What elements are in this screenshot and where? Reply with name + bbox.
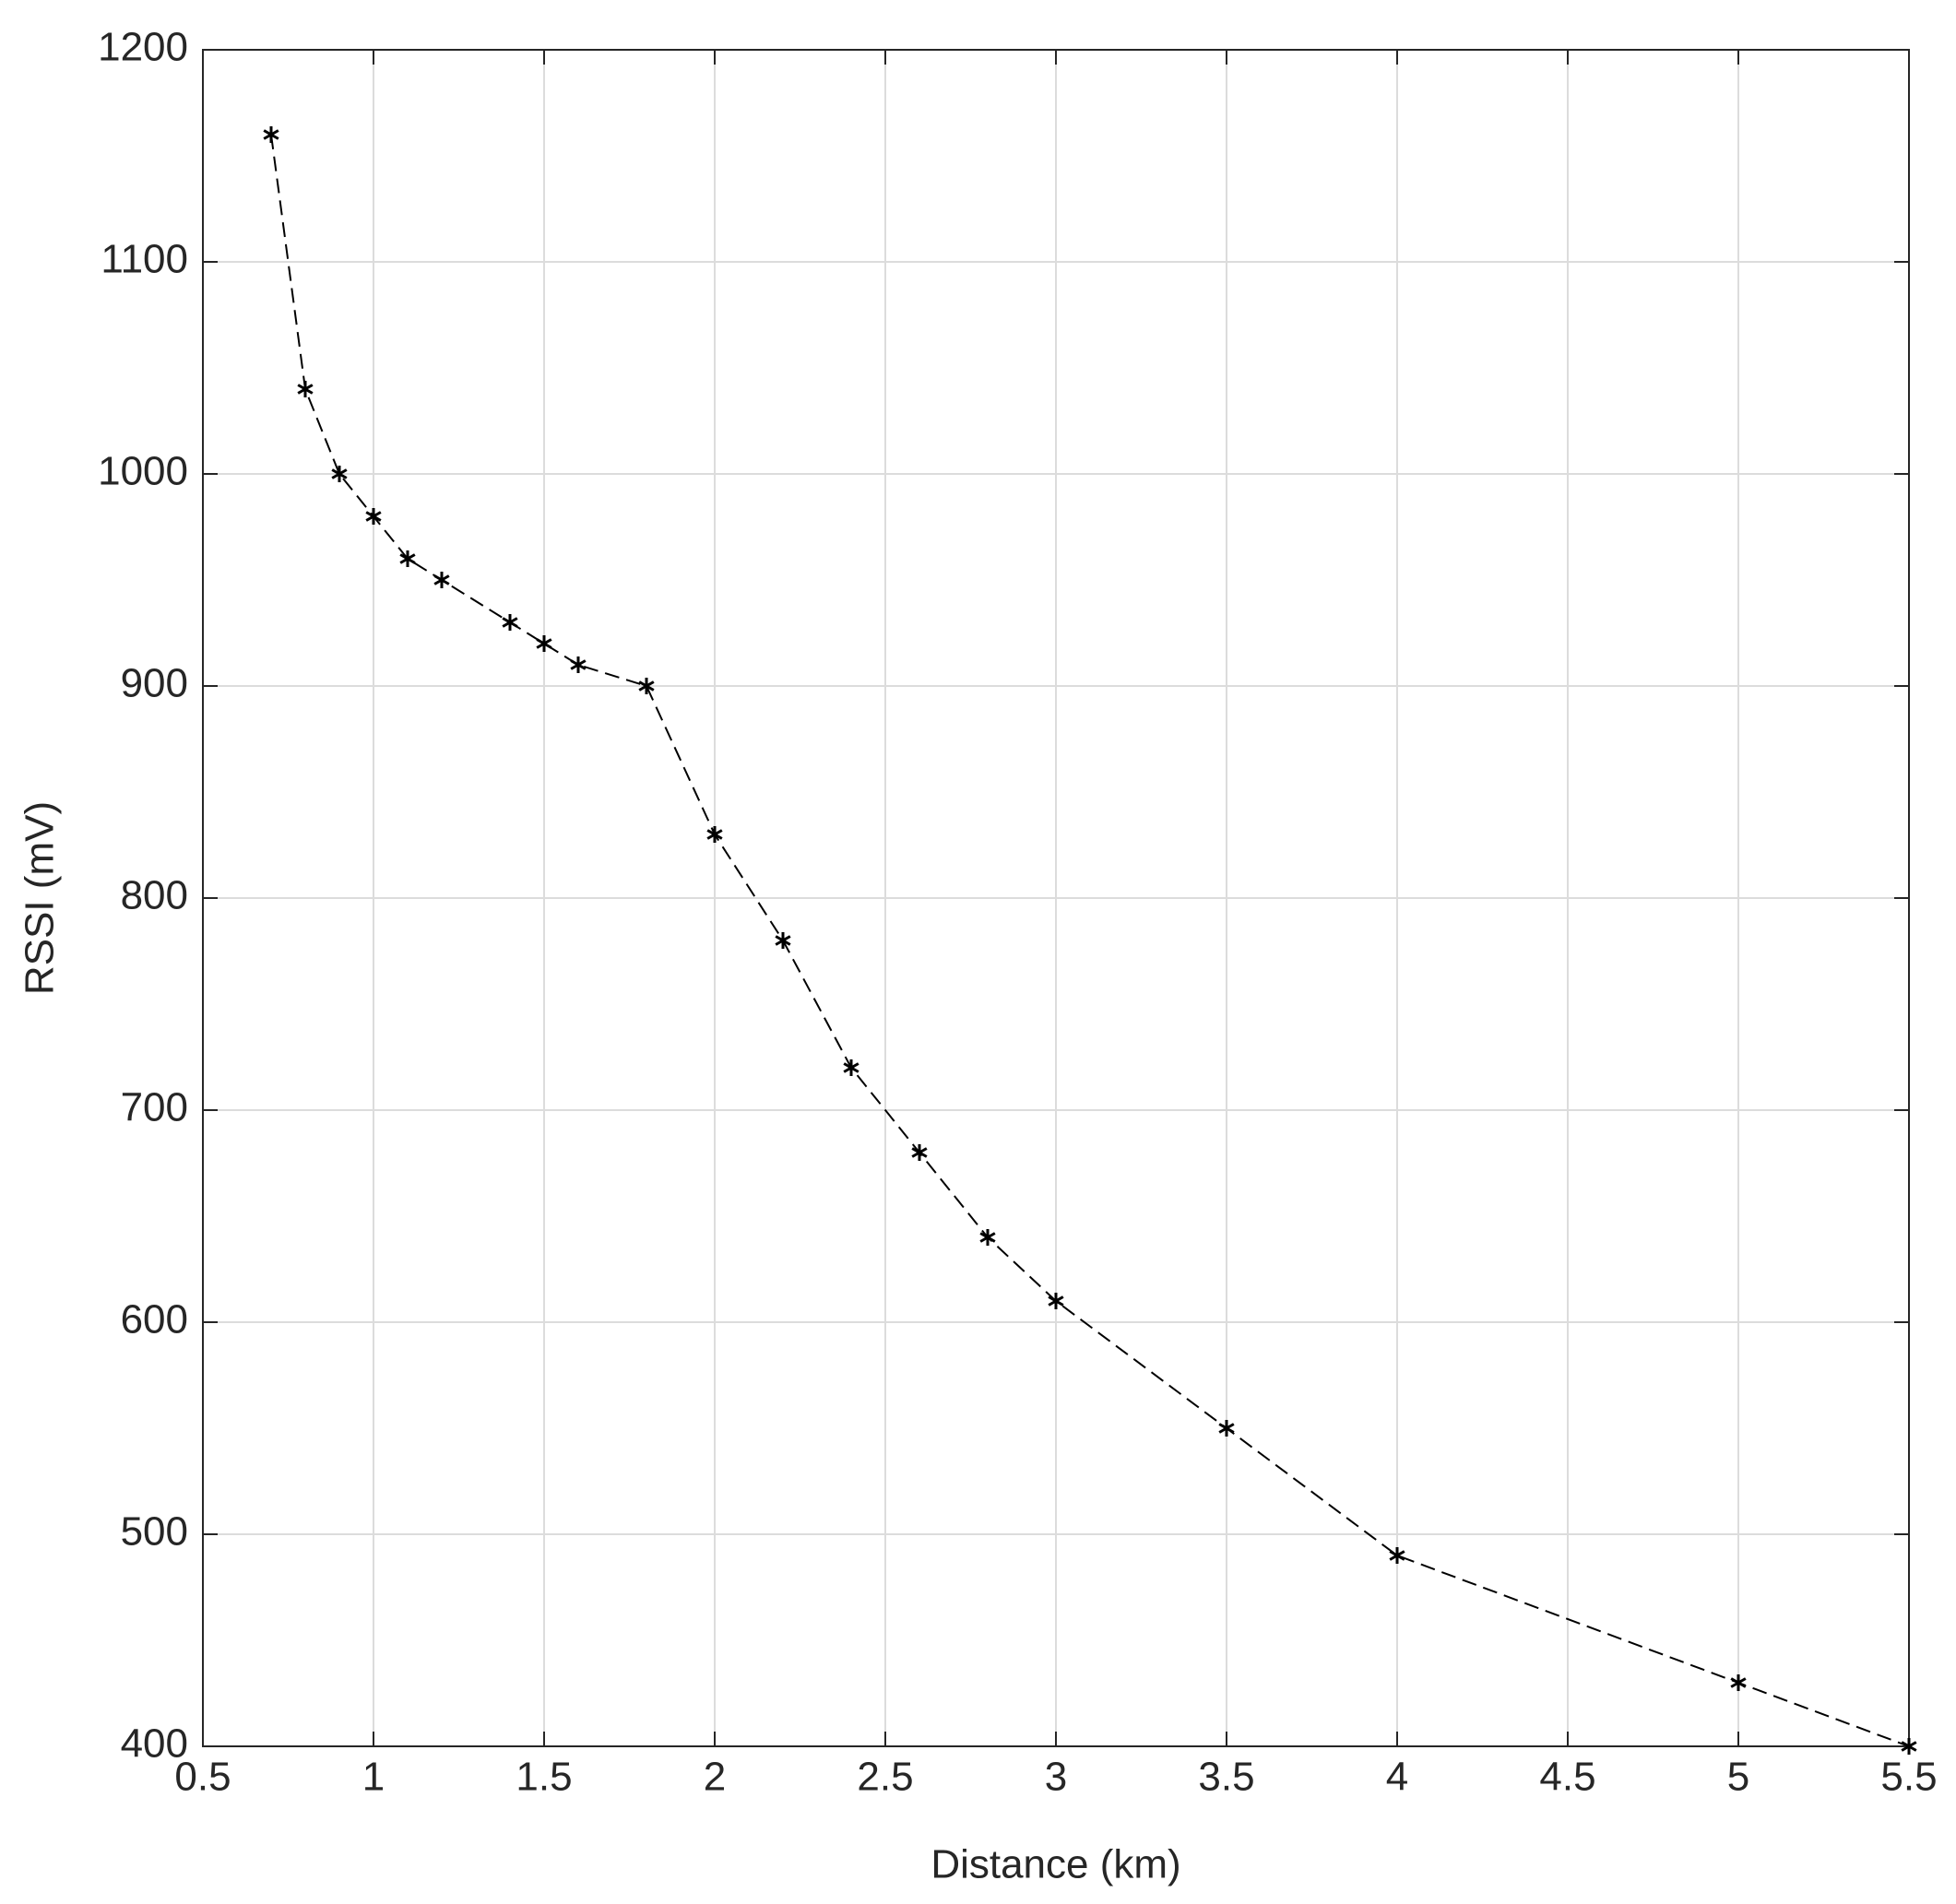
marker-stroke — [536, 638, 552, 649]
data-point — [502, 614, 518, 631]
y-tick-label: 1100 — [101, 237, 188, 282]
data-point — [911, 1144, 928, 1161]
data-point — [263, 126, 279, 143]
marker-stroke — [638, 680, 655, 692]
data-point — [706, 826, 723, 843]
x-tick-label: 1.5 — [516, 1755, 572, 1800]
data-point — [979, 1229, 996, 1246]
marker-stroke — [979, 1232, 996, 1243]
data-point — [433, 572, 450, 588]
y-tick-label: 900 — [121, 661, 188, 706]
data-line — [270, 134, 1910, 1747]
marker-stroke — [1389, 1550, 1405, 1561]
data-point — [775, 932, 791, 949]
marker-stroke — [1901, 1741, 1917, 1752]
data-point — [570, 656, 587, 673]
marker-stroke — [433, 574, 450, 585]
marker-stroke — [365, 511, 382, 522]
data-point — [365, 508, 382, 525]
x-tick-label: 0.5 — [174, 1755, 231, 1800]
x-tick-label: 2 — [704, 1755, 726, 1800]
data-point — [1048, 1293, 1064, 1309]
marker-stroke — [843, 1062, 859, 1073]
x-tick-label: 1 — [362, 1755, 385, 1800]
data-point — [1218, 1420, 1235, 1437]
y-tick-label: 400 — [121, 1721, 188, 1767]
data-point — [399, 550, 416, 567]
marker-stroke — [1218, 1423, 1235, 1434]
x-tick-label: 5 — [1727, 1755, 1749, 1800]
marker-stroke — [706, 829, 723, 840]
marker-stroke — [911, 1147, 928, 1158]
x-tick-label: 2.5 — [857, 1755, 913, 1800]
plot-frame — [202, 49, 1910, 1747]
data-point — [536, 635, 552, 652]
data-point — [331, 466, 348, 482]
marker-stroke — [570, 659, 587, 670]
x-tick-label: 4.5 — [1539, 1755, 1595, 1800]
marker-stroke — [297, 384, 314, 395]
x-tick-label: 4 — [1386, 1755, 1408, 1800]
y-tick-label: 1200 — [98, 25, 188, 70]
data-point — [297, 381, 314, 397]
marker-stroke — [1048, 1295, 1064, 1307]
y-tick-label: 700 — [121, 1085, 188, 1130]
y-tick-label: 600 — [121, 1297, 188, 1342]
data-point — [843, 1059, 859, 1076]
x-tick-label: 3 — [1045, 1755, 1067, 1800]
x-tick-label: 3.5 — [1198, 1755, 1254, 1800]
y-tick-label: 1000 — [98, 449, 188, 494]
data-point — [1730, 1674, 1747, 1691]
x-axis-label: Distance (km) — [931, 1842, 1180, 1887]
data-point — [1389, 1547, 1405, 1564]
y-tick-label: 800 — [121, 873, 188, 918]
marker-stroke — [399, 553, 416, 564]
marker-stroke — [1730, 1677, 1747, 1688]
marker-stroke — [775, 935, 791, 946]
marker-stroke — [263, 129, 279, 140]
marker-stroke — [331, 468, 348, 479]
y-axis-label: RSSI (mV) — [18, 801, 63, 995]
marker-stroke — [502, 617, 518, 628]
data-point — [638, 678, 655, 694]
y-tick-label: 500 — [121, 1509, 188, 1555]
data-point — [1901, 1738, 1917, 1755]
x-tick-label: 5.5 — [1880, 1755, 1937, 1800]
